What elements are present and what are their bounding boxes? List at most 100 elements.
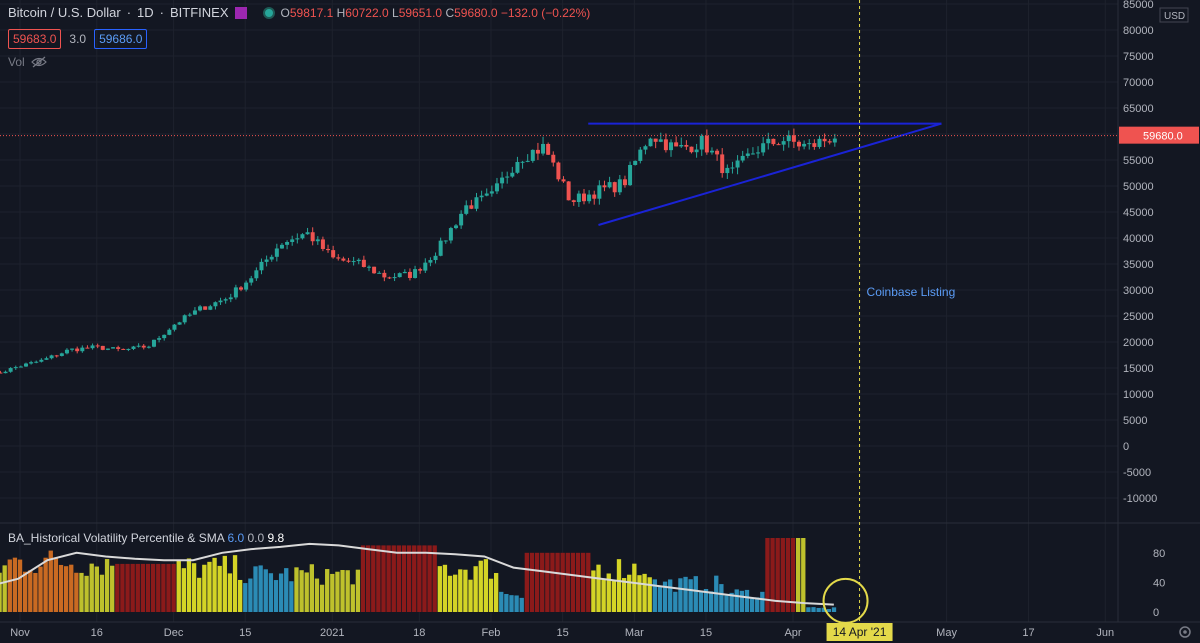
candle <box>720 148 725 178</box>
candle <box>812 139 817 150</box>
candle-body <box>326 248 331 251</box>
volatility-bar <box>0 572 2 612</box>
ask-price-box[interactable]: 59686.0 <box>94 29 148 49</box>
symbol-name[interactable]: Bitcoin / U.S. Dollar <box>8 5 121 20</box>
candle <box>366 265 371 272</box>
candle <box>80 345 85 353</box>
volatility-bar <box>248 578 253 612</box>
volatility-bar <box>232 555 238 612</box>
bid-price-box[interactable]: 59683.0 <box>8 29 62 49</box>
candle <box>797 140 801 151</box>
candle-body <box>75 348 80 352</box>
candle <box>587 190 592 204</box>
eye-hidden-icon[interactable] <box>30 56 47 68</box>
price-tick-label: 40000 <box>1123 233 1154 245</box>
candle-body <box>387 277 392 279</box>
volatility-bar <box>104 559 110 612</box>
candle <box>254 267 259 281</box>
candle <box>525 154 530 163</box>
volatility-bar <box>821 607 826 612</box>
flag-icon[interactable] <box>234 6 247 19</box>
ohlc-values: O59817.1 H60722.0 L59651.0 C59680.0 −132… <box>280 5 591 20</box>
candle <box>817 135 822 149</box>
indicator-value-3: 9.8 <box>267 531 285 545</box>
candle-body <box>34 361 39 363</box>
candle-body <box>0 372 3 374</box>
volatility-bar <box>360 545 366 612</box>
volatility-bar <box>560 552 565 612</box>
volatility-bar <box>314 578 320 612</box>
volatility-bar <box>621 578 627 612</box>
price-tick-label: 85000 <box>1123 0 1154 11</box>
candle-body <box>776 144 781 146</box>
highlight-circle <box>822 577 869 624</box>
indicator-legend: BA_Historical Volatility Percentile & SM… <box>8 531 284 545</box>
candle <box>428 257 433 267</box>
volatility-bar <box>488 578 494 612</box>
volatility-bar <box>534 552 540 612</box>
gear-icon[interactable] <box>1179 626 1191 638</box>
candle <box>172 324 177 332</box>
candle-body <box>791 135 796 142</box>
candle-body <box>85 347 90 349</box>
time-tick-label: 2021 <box>320 627 344 639</box>
volatility-bar <box>7 559 12 612</box>
candle <box>454 224 459 230</box>
candle <box>791 128 796 148</box>
time-tick-label: Nov <box>10 627 30 639</box>
volatility-bar <box>524 552 530 612</box>
volatility-bar <box>212 557 217 612</box>
interval-label[interactable]: 1D <box>137 5 154 20</box>
candle-body <box>167 329 172 335</box>
candle <box>628 161 633 186</box>
volatility-bar <box>657 586 663 612</box>
candle <box>13 365 18 370</box>
candle-body <box>172 324 177 330</box>
candle-body <box>136 345 141 347</box>
time-tick-label: Jun <box>1096 627 1114 639</box>
candle-body <box>54 355 59 357</box>
candle <box>459 210 464 229</box>
candle-body <box>494 183 499 192</box>
volatility-bar <box>739 590 745 612</box>
volatility-bar <box>678 578 683 612</box>
candle-body <box>59 353 64 356</box>
candle-body <box>377 272 382 274</box>
volatility-bar <box>273 580 279 612</box>
volatility-bar <box>391 545 396 612</box>
candle <box>571 199 576 206</box>
candle-body <box>351 261 356 263</box>
candle-body <box>709 150 714 153</box>
volatility-bar <box>69 564 74 612</box>
volatility-bar <box>401 545 407 612</box>
volatility-bar <box>191 563 197 612</box>
candle-body <box>320 239 325 249</box>
candle-body <box>735 160 740 168</box>
candle-body <box>372 266 377 274</box>
volatility-bar <box>330 573 335 612</box>
candle-body <box>361 259 366 267</box>
indicator-name[interactable]: BA_Historical Volatility Percentile & SM… <box>8 531 225 545</box>
time-tick-label: 18 <box>413 627 425 639</box>
candle-body <box>331 250 336 258</box>
volatility-bar <box>591 570 596 612</box>
candle <box>218 297 223 305</box>
candle <box>510 166 515 178</box>
volatility-bar <box>38 566 43 612</box>
candle-body <box>249 278 254 283</box>
candle <box>689 146 694 154</box>
price-tick-label: 15000 <box>1123 363 1154 375</box>
price-tick-label: 45000 <box>1123 207 1154 219</box>
volatility-bar <box>468 579 473 612</box>
volatility-bar <box>284 568 289 612</box>
candle <box>305 227 310 235</box>
volatility-bar <box>371 545 376 612</box>
candle-body <box>64 349 69 354</box>
volatility-bar <box>145 563 151 612</box>
candle-body <box>633 160 638 165</box>
price-tick-label: -10000 <box>1123 493 1157 505</box>
volatility-bar <box>637 575 642 612</box>
volatility-bar <box>376 545 381 612</box>
candle <box>551 151 556 167</box>
